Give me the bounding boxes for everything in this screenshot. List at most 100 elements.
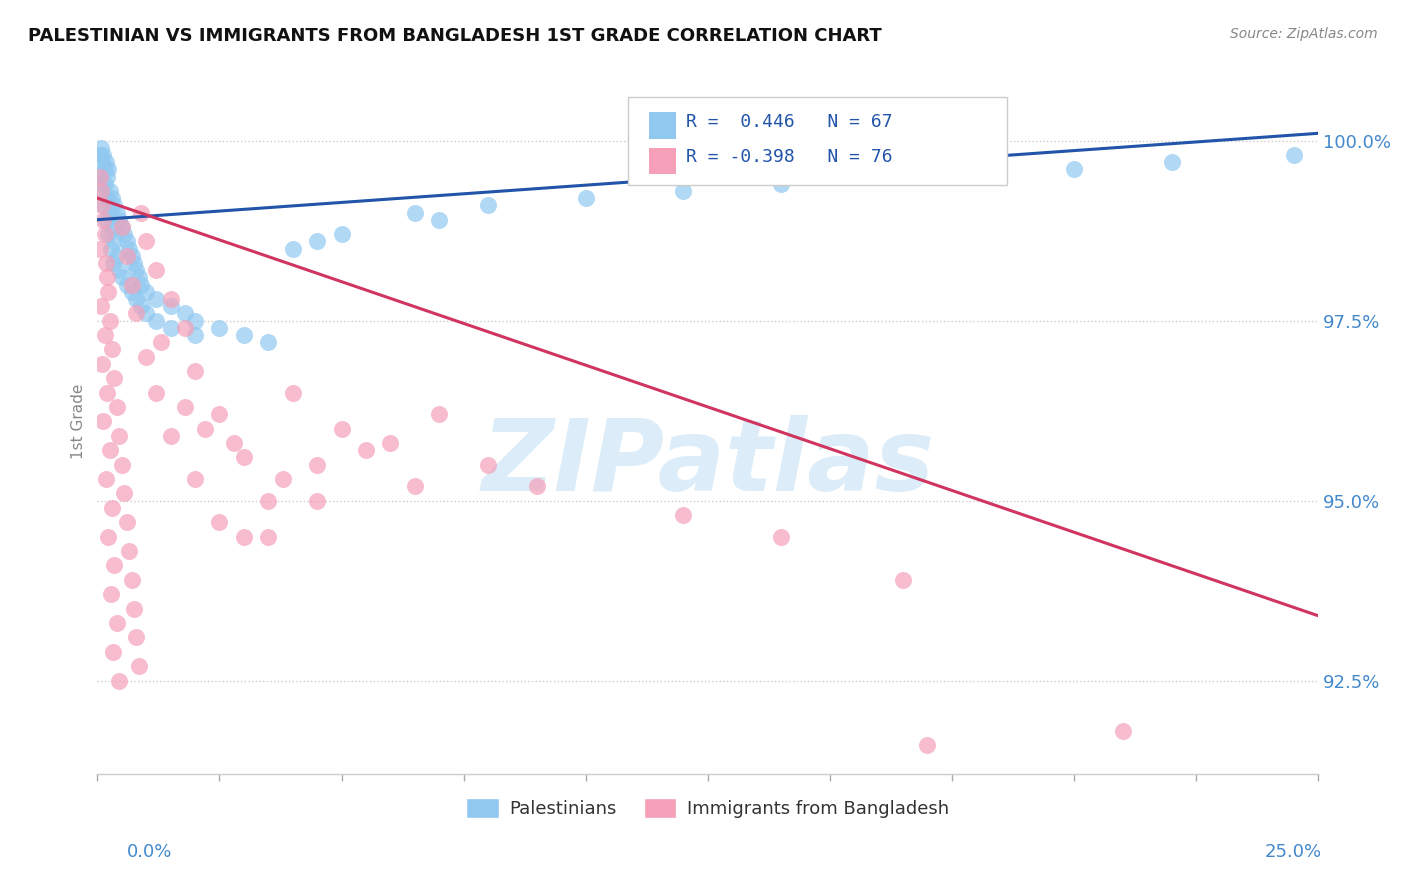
Point xyxy=(208,407,231,421)
Point xyxy=(91,414,114,428)
Point xyxy=(91,198,114,212)
Point xyxy=(271,472,294,486)
Point xyxy=(135,235,157,249)
Point xyxy=(103,558,125,573)
Point xyxy=(1160,155,1182,169)
Point xyxy=(174,320,197,334)
Point xyxy=(94,155,117,169)
Text: ZIPatlas: ZIPatlas xyxy=(481,415,935,512)
Point xyxy=(101,645,124,659)
Point xyxy=(121,249,143,263)
Point xyxy=(427,212,450,227)
Point xyxy=(94,212,117,227)
Point xyxy=(222,436,245,450)
Point xyxy=(111,270,134,285)
Point xyxy=(145,385,167,400)
Point xyxy=(121,277,143,292)
Point xyxy=(917,739,939,753)
Point xyxy=(89,148,111,162)
Point xyxy=(103,198,125,212)
Point xyxy=(330,227,353,241)
Bar xyxy=(650,112,676,139)
Point xyxy=(101,219,124,234)
Point xyxy=(108,263,131,277)
Point xyxy=(232,529,254,543)
Point xyxy=(257,529,280,543)
Point xyxy=(89,169,111,184)
Point xyxy=(477,458,499,472)
Point xyxy=(93,327,115,342)
Point xyxy=(769,529,792,543)
Point xyxy=(96,270,118,285)
Point xyxy=(93,177,115,191)
Point xyxy=(97,162,120,177)
Point xyxy=(121,285,143,299)
Point xyxy=(94,256,117,270)
Point xyxy=(769,177,792,191)
Point xyxy=(891,573,914,587)
Point xyxy=(122,256,145,270)
Point xyxy=(94,472,117,486)
Point xyxy=(135,285,157,299)
FancyBboxPatch shape xyxy=(628,96,1007,185)
Point xyxy=(149,335,172,350)
Point xyxy=(125,292,148,306)
Point xyxy=(111,219,134,234)
Point xyxy=(1063,162,1085,177)
Text: PALESTINIAN VS IMMIGRANTS FROM BANGLADESH 1ST GRADE CORRELATION CHART: PALESTINIAN VS IMMIGRANTS FROM BANGLADES… xyxy=(28,27,882,45)
Point xyxy=(97,227,120,241)
Point xyxy=(105,249,128,263)
Point xyxy=(91,198,114,212)
Point xyxy=(125,630,148,644)
Point xyxy=(145,263,167,277)
Point xyxy=(135,350,157,364)
Point xyxy=(174,306,197,320)
Point xyxy=(118,544,141,558)
Point xyxy=(98,184,121,198)
Point xyxy=(101,191,124,205)
Point xyxy=(125,263,148,277)
Point xyxy=(90,184,112,198)
Point xyxy=(115,515,138,529)
Point xyxy=(89,169,111,184)
Point xyxy=(135,306,157,320)
Point xyxy=(380,436,402,450)
Point xyxy=(91,155,114,169)
Point xyxy=(111,458,134,472)
Point xyxy=(404,479,426,493)
Point xyxy=(128,659,150,673)
Point xyxy=(1112,723,1135,738)
Text: Source: ZipAtlas.com: Source: ZipAtlas.com xyxy=(1230,27,1378,41)
Point xyxy=(159,320,181,334)
Point xyxy=(100,242,122,256)
Point xyxy=(354,443,377,458)
Point xyxy=(159,428,181,442)
Text: R =  0.446   N = 67: R = 0.446 N = 67 xyxy=(686,113,893,131)
Point xyxy=(108,673,131,688)
Point xyxy=(129,277,152,292)
Point xyxy=(257,335,280,350)
Point xyxy=(105,205,128,219)
Point xyxy=(672,184,695,198)
Point xyxy=(100,587,122,601)
Point xyxy=(145,313,167,327)
Point xyxy=(672,508,695,522)
Bar xyxy=(650,147,676,174)
Point xyxy=(174,400,197,414)
Point xyxy=(145,292,167,306)
Point xyxy=(526,479,548,493)
Point xyxy=(90,141,112,155)
Point xyxy=(965,169,987,184)
Point xyxy=(159,292,181,306)
Point xyxy=(427,407,450,421)
Point xyxy=(208,515,231,529)
Point xyxy=(477,198,499,212)
Point xyxy=(194,421,217,435)
Point xyxy=(91,212,114,227)
Point xyxy=(89,242,111,256)
Point xyxy=(96,385,118,400)
Point xyxy=(404,205,426,219)
Text: 0.0%: 0.0% xyxy=(127,843,172,861)
Point xyxy=(307,458,329,472)
Point xyxy=(184,327,207,342)
